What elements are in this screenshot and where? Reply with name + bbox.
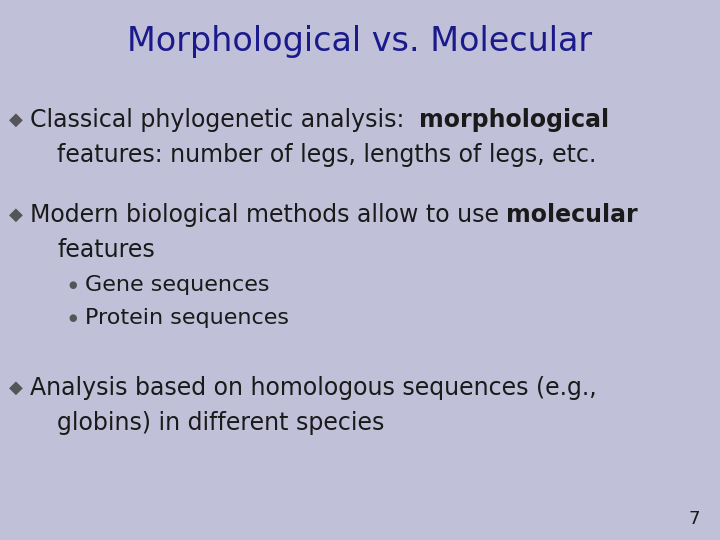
Text: ◆: ◆: [9, 206, 23, 224]
Text: Classical phylogenetic analysis:: Classical phylogenetic analysis:: [30, 108, 419, 132]
Text: ●: ●: [68, 313, 77, 323]
Text: Analysis based on homologous sequences (e.g.,: Analysis based on homologous sequences (…: [30, 376, 597, 400]
Text: features: number of legs, lengths of legs, etc.: features: number of legs, lengths of leg…: [57, 143, 596, 167]
Text: Protein sequences: Protein sequences: [85, 308, 289, 328]
Text: morphological: morphological: [419, 108, 610, 132]
Text: features: features: [57, 238, 155, 262]
Text: ◆: ◆: [9, 111, 23, 129]
Text: 7: 7: [688, 510, 700, 528]
Text: molecular: molecular: [506, 203, 638, 227]
Text: ●: ●: [68, 280, 77, 290]
Text: Modern biological methods allow to use: Modern biological methods allow to use: [30, 203, 506, 227]
Text: ◆: ◆: [9, 379, 23, 397]
Text: globins) in different species: globins) in different species: [57, 411, 384, 435]
Text: Gene sequences: Gene sequences: [85, 275, 269, 295]
Text: Morphological vs. Molecular: Morphological vs. Molecular: [127, 25, 593, 58]
